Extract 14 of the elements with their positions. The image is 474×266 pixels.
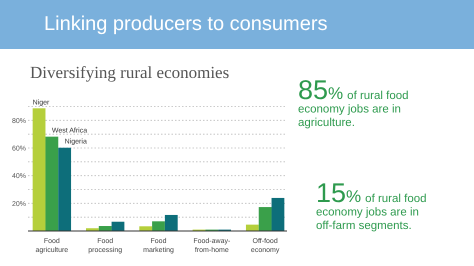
bar bbox=[58, 148, 72, 231]
bar bbox=[45, 136, 58, 231]
bar bbox=[246, 224, 259, 231]
bar bbox=[152, 221, 165, 231]
bar bbox=[272, 198, 284, 231]
bar bbox=[164, 214, 178, 231]
bar bbox=[258, 207, 272, 231]
text: 15% of rural food economy jobs are in off-farm segments. bbox=[316, 178, 427, 232]
chart-subtitle: Diversifying rural economies bbox=[30, 63, 230, 82]
bar bbox=[32, 108, 46, 231]
chart-title: Linking producers to consumers bbox=[44, 13, 328, 35]
bar bbox=[112, 222, 124, 231]
text: 85% of rural food economy jobs are in agriculture. bbox=[298, 75, 409, 129]
bar bbox=[86, 228, 99, 231]
